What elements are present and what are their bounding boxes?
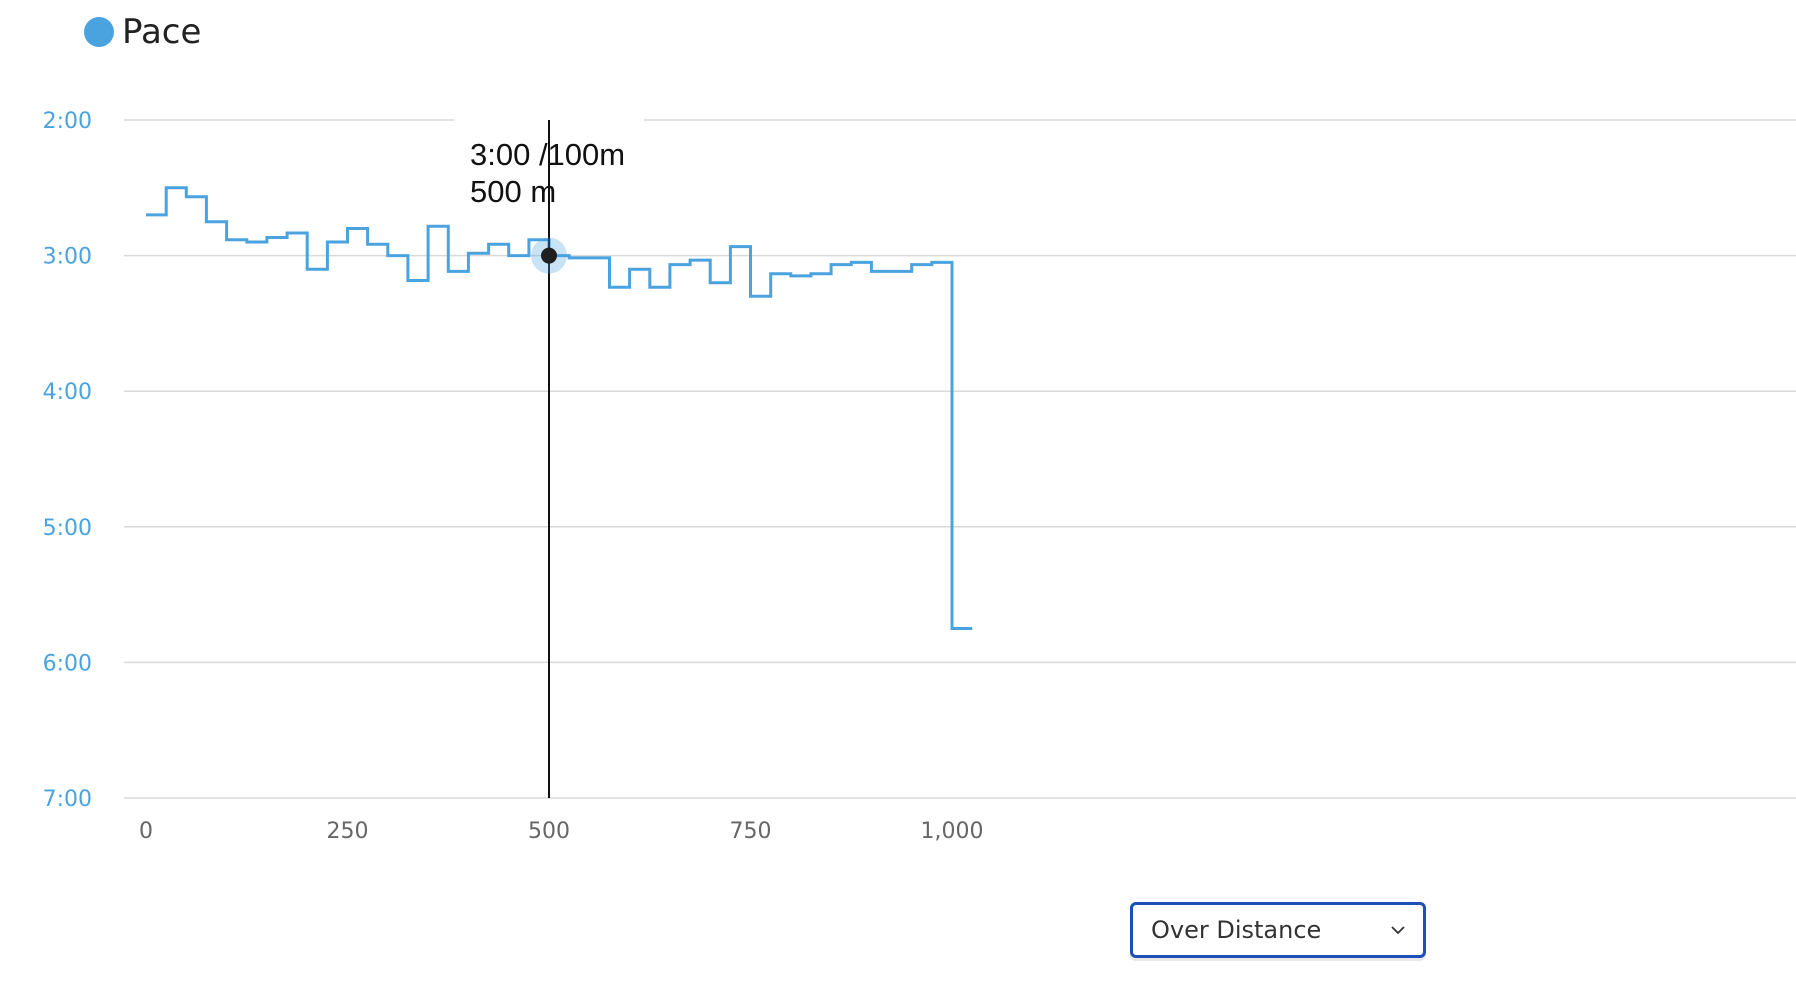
x-tick-label: 1,000 — [921, 819, 984, 844]
tooltip-distance-text: 500 m — [470, 174, 556, 209]
hover-point[interactable] — [541, 247, 557, 264]
y-tick-label: 5:00 — [43, 516, 92, 541]
x-axis-tick-labels: 0 250 500 750 1,000 — [139, 819, 983, 844]
x-tick-label: 500 — [528, 819, 570, 844]
gridlines — [124, 119, 1796, 799]
y-tick-label: 4:00 — [43, 380, 92, 405]
y-tick-label: 7:00 — [43, 787, 92, 812]
tooltip: 3:00 /100m 500 m — [454, 116, 644, 798]
tooltip-pace-text: 3:00 /100m — [470, 137, 625, 172]
y-axis-tick-labels: 2:00 3:00 4:00 5:00 6:00 7:00 — [43, 109, 92, 812]
x-tick-label: 0 — [139, 819, 153, 844]
x-tick-label: 750 — [730, 819, 772, 844]
legend[interactable]: Pace — [84, 12, 201, 52]
legend-swatch-circle — [84, 17, 114, 47]
mode-select-value: Over Distance — [1151, 916, 1322, 944]
y-tick-label: 6:00 — [43, 651, 92, 676]
legend-label: Pace — [122, 12, 202, 52]
y-tick-label: 2:00 — [43, 109, 92, 134]
mode-select[interactable]: Over Distance — [1130, 902, 1426, 958]
x-tick-label: 250 — [327, 819, 369, 844]
y-tick-label: 3:00 — [43, 245, 92, 270]
chevron-down-icon — [1391, 926, 1405, 935]
